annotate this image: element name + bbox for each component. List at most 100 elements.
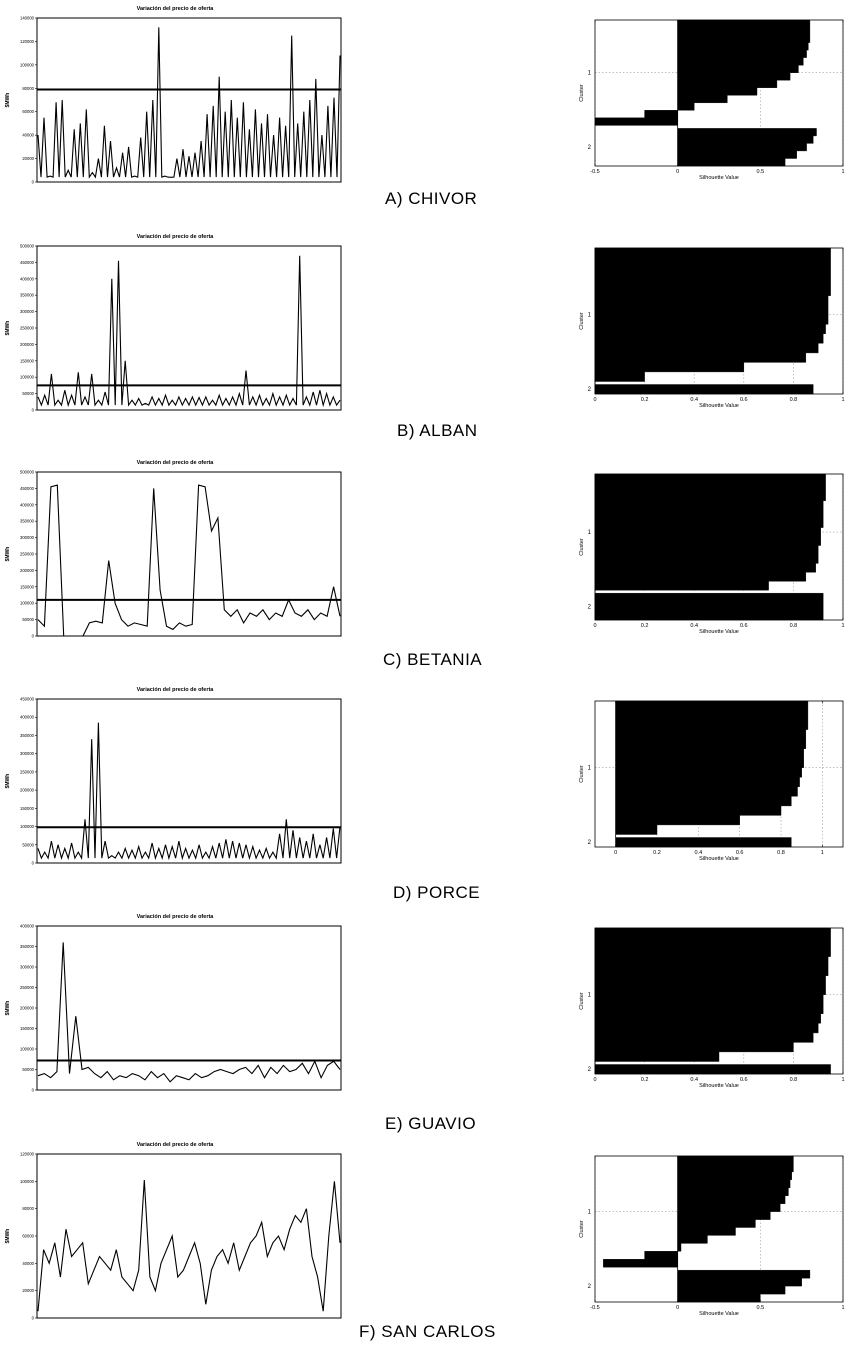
y-tick-label: 50000: [22, 1067, 34, 1072]
x-tick-label: 0.4: [690, 623, 698, 629]
y-tick-label: 500000: [20, 470, 35, 475]
x-tick-label: 1: [821, 850, 824, 856]
y-tick-label: 100000: [20, 62, 35, 67]
y-tick-label: 60000: [22, 1234, 34, 1239]
price-plot-frame: [36, 17, 342, 183]
y-tick-label: 200000: [20, 788, 35, 793]
y-tick-label: 250000: [20, 326, 35, 331]
x-tick-label: 0: [676, 1305, 679, 1311]
y-tick-label: 450000: [20, 260, 35, 265]
cluster-label: 1: [588, 313, 592, 319]
cluster-label: 1: [588, 1210, 592, 1216]
y-tick-label: 0: [32, 861, 35, 866]
price-y-label: $MWh: [5, 1001, 11, 1016]
silhouette-x-label: Silhouette Value: [699, 1311, 739, 1317]
y-tick-label: 400000: [20, 924, 35, 929]
x-tick-label: 0: [593, 397, 596, 403]
y-tick-label: 400000: [20, 276, 35, 281]
silhouette-plot-frame: [594, 927, 844, 1075]
price-chart-title: Variación del precio de oferta: [137, 460, 215, 466]
x-tick-label: 1: [841, 1077, 844, 1083]
sancarlos-price-chart: Variación del precio de oferta $MWh 0 20000…: [5, 1142, 342, 1321]
y-tick-label: 200000: [20, 568, 35, 573]
cluster-label: 2: [588, 145, 592, 151]
sancarlos-silhouette-chart: -0.5 0 0.5 1 1 2 Silhouette Value Cluster: [579, 1155, 845, 1317]
y-tick-label: 40000: [22, 133, 34, 138]
y-tick-label: 450000: [20, 486, 35, 491]
x-tick-label: 0.2: [641, 397, 649, 403]
x-tick-label: 1: [841, 397, 844, 403]
y-tick-label: 50000: [22, 391, 34, 396]
x-tick-label: 0.8: [777, 850, 785, 856]
y-tick-label: 300000: [20, 535, 35, 540]
y-tick-label: 300000: [20, 965, 35, 970]
silhouette-plot-frame: [594, 1155, 844, 1303]
price-y-label: $MWh: [5, 1229, 11, 1244]
price-plot-frame: [36, 925, 342, 1091]
x-tick-label: 1: [841, 169, 844, 175]
price-series-line: [37, 722, 341, 861]
caption-betania: C) BETANIA: [383, 650, 483, 669]
y-tick-label: 50000: [22, 842, 34, 847]
y-tick-label: 100000: [20, 375, 35, 380]
y-tick-label: 0: [32, 180, 35, 185]
y-tick-label: 100000: [20, 824, 35, 829]
y-tick-label: 120000: [20, 39, 35, 44]
price-series-line: [37, 942, 341, 1083]
silhouette-y-label: Cluster: [579, 765, 585, 783]
x-tick-label: 0: [614, 850, 617, 856]
silhouette-x-label: Silhouette Value: [699, 629, 739, 635]
y-tick-label: 100000: [20, 1047, 35, 1052]
price-y-label: $MWh: [5, 774, 11, 789]
silhouette-plot-frame: [594, 19, 844, 167]
silhouette-x-label: Silhouette Value: [699, 403, 739, 409]
y-tick-label: 20000: [22, 156, 34, 161]
caption-chivor: A) CHIVOR: [385, 189, 478, 208]
y-tick-label: 0: [32, 1316, 35, 1321]
x-tick-label: 0: [676, 169, 679, 175]
price-series-line: [37, 255, 341, 408]
cluster-label: 1: [588, 993, 592, 999]
y-tick-label: 0: [32, 1088, 35, 1093]
x-tick-label: 0: [593, 623, 596, 629]
x-tick-label: 0.6: [740, 623, 748, 629]
y-tick-label: 250000: [20, 552, 35, 557]
porce-silhouette-chart: 0 0.2 0.4 0.6 0.8 1 1 2 Silhouette Value Cluster: [579, 700, 844, 862]
price-series-line: [37, 484, 341, 637]
price-plot-frame: [36, 698, 342, 864]
x-tick-label: 0.4: [690, 397, 698, 403]
cluster-label: 1: [588, 71, 592, 77]
cluster-1-bars: [594, 19, 811, 126]
caption-alban: B) ALBAN: [397, 421, 478, 440]
betania-price-chart: Variación del precio de oferta $MWh 0 50000…: [5, 460, 342, 639]
cluster-label: 1: [588, 530, 592, 536]
caption-porce: D) PORCE: [393, 883, 481, 902]
caption-guavio: E) GUAVIO: [385, 1114, 477, 1133]
y-tick-label: 350000: [20, 519, 35, 524]
price-series-line: [37, 1179, 341, 1312]
x-tick-label: 0.2: [641, 623, 649, 629]
price-y-label: $MWh: [5, 321, 11, 336]
y-tick-label: 150000: [20, 1026, 35, 1031]
x-tick-label: 0.6: [740, 397, 748, 403]
x-tick-label: 0.6: [740, 1077, 748, 1083]
x-tick-label: -0.5: [590, 1305, 599, 1311]
cluster-2-bars: [594, 1064, 831, 1075]
chivor-silhouette-chart: -0.5 0 0.5 1 1 2 Silhouette Value Cluster: [579, 19, 845, 181]
panel-san-carlos: Variación del precio de oferta $MWh 0 20000…: [0, 1136, 851, 1360]
x-tick-label: 0.8: [790, 623, 798, 629]
silhouette-x-label: Silhouette Value: [699, 175, 739, 181]
y-tick-label: 350000: [20, 733, 35, 738]
y-tick-label: 150000: [20, 358, 35, 363]
x-tick-label: 1: [841, 623, 844, 629]
x-tick-label: 0.6: [736, 850, 744, 856]
y-tick-label: 250000: [20, 769, 35, 774]
price-plot-frame: [36, 1153, 342, 1319]
silhouette-y-label: Cluster: [579, 538, 585, 556]
cluster-2-bars: [677, 128, 817, 167]
cluster-label: 2: [588, 1284, 592, 1290]
guavio-silhouette-chart: 0 0.2 0.4 0.6 0.8 1 1 2 Silhouette Value Cluster: [579, 927, 845, 1089]
x-tick-label: 0: [593, 1077, 596, 1083]
price-y-label: $MWh: [5, 547, 11, 562]
cluster-2-bars: [677, 1270, 811, 1303]
